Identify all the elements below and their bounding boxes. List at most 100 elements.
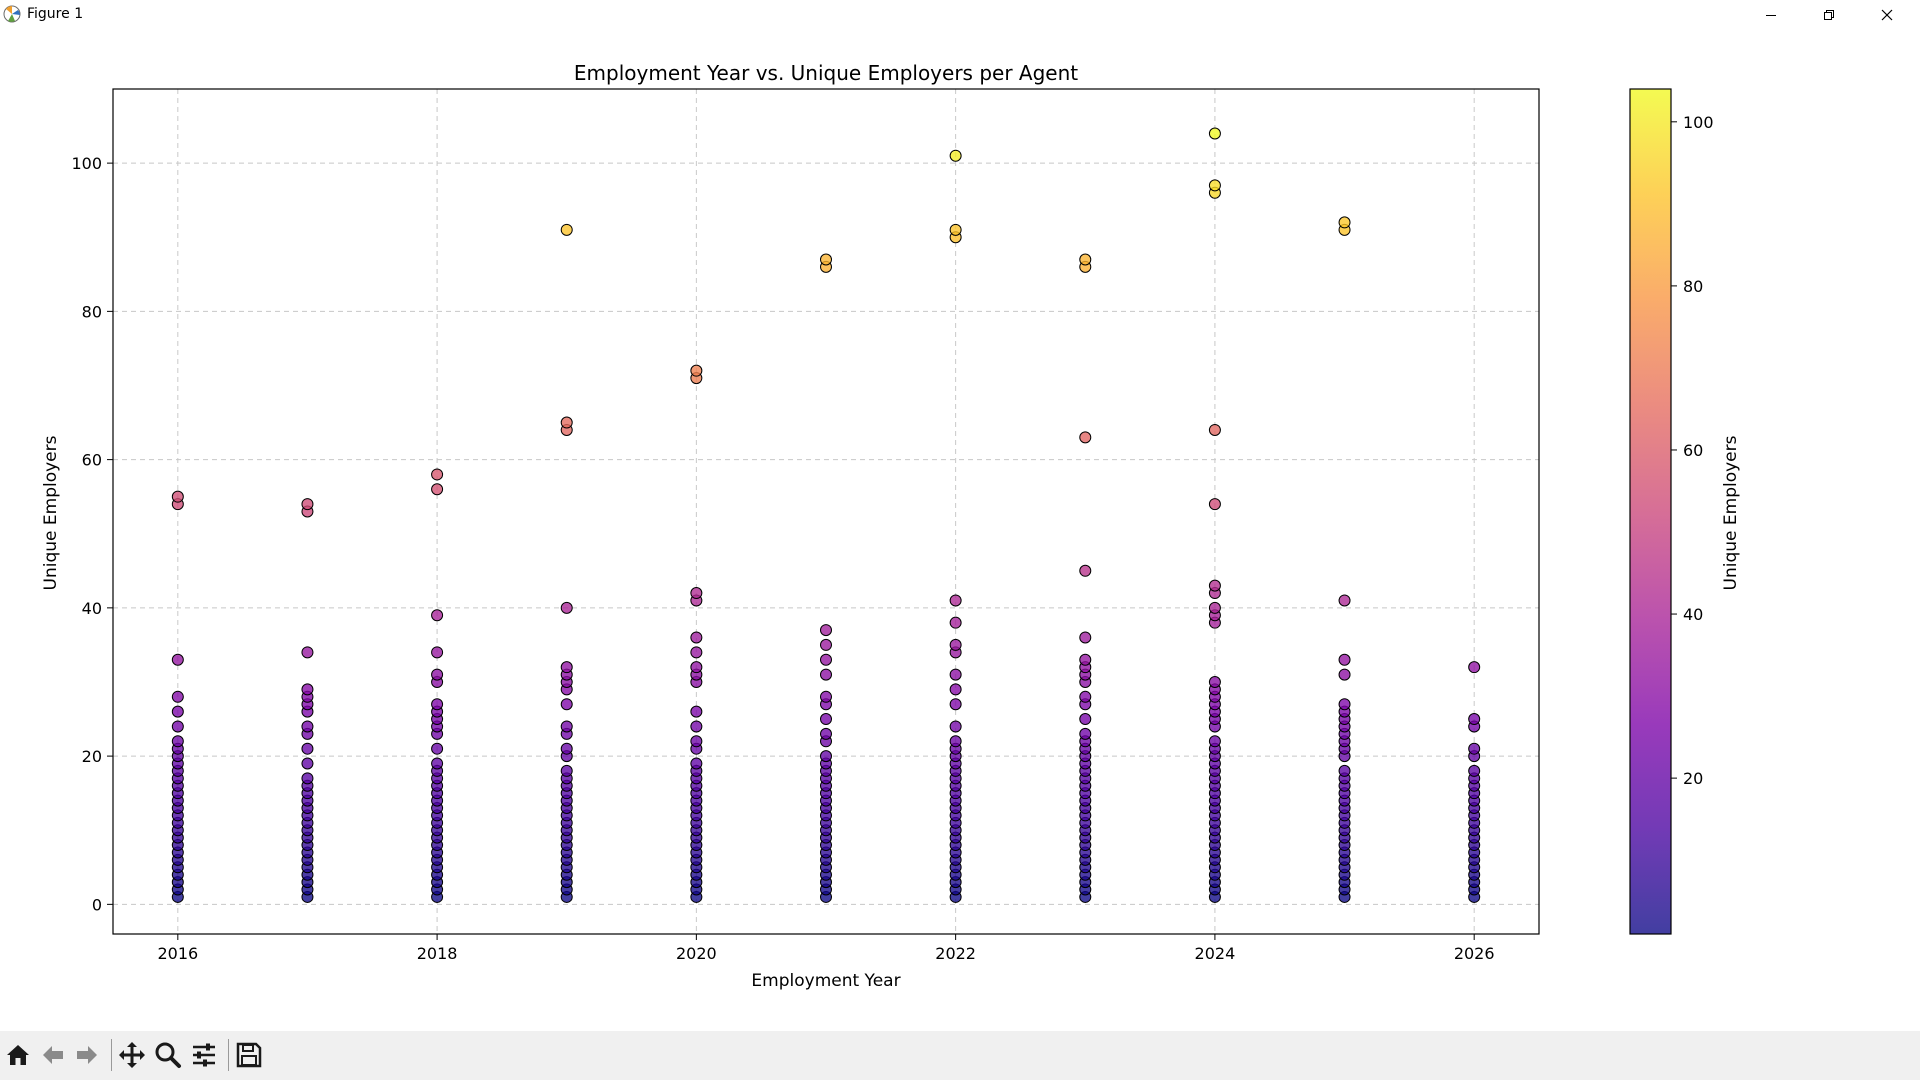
y-tick-label: 80 (82, 302, 102, 321)
scatter-point (1079, 690, 1092, 703)
scatter-point (690, 720, 703, 733)
toolbar-separator (111, 1039, 112, 1071)
scatter-point (949, 149, 962, 162)
back-icon (43, 1046, 63, 1064)
y-tick-label: 20 (82, 747, 102, 766)
scatter-point (1208, 498, 1221, 511)
navigation-toolbar (0, 1031, 1920, 1080)
scatter-point (820, 690, 832, 703)
configure-subplots-button[interactable] (188, 1039, 220, 1071)
scatter-point (560, 661, 573, 674)
x-tick-label: 2022 (935, 944, 976, 963)
y-tick-label: 0 (92, 895, 102, 914)
scatter-point (820, 624, 832, 637)
scatter-point (431, 668, 444, 681)
y-tick-label: 100 (71, 154, 102, 173)
scatter-point (431, 468, 444, 481)
scatter-point (1468, 764, 1481, 777)
scatter-point (820, 253, 832, 266)
scatter-point (1079, 431, 1092, 444)
scatter-point (690, 705, 703, 718)
pan-button[interactable] (116, 1039, 148, 1071)
x-tick-label: 2016 (157, 944, 198, 963)
x-tick-label: 2018 (417, 944, 458, 963)
scatter-point (171, 705, 184, 718)
scatter-point (1338, 594, 1351, 607)
scatter-point (301, 720, 314, 733)
x-axis-label: Employment Year (751, 971, 900, 991)
scatter-point (431, 757, 444, 770)
scatter-point (171, 735, 184, 748)
colorbar-tick-label: 100 (1683, 113, 1714, 132)
scatter-point (690, 757, 703, 770)
colorbar-tick-label: 20 (1683, 769, 1703, 788)
x-tick-label: 2024 (1195, 944, 1236, 963)
scatter-point (171, 720, 184, 733)
scatter-point (690, 364, 703, 377)
scatter-point (301, 742, 314, 755)
scatter-point (1208, 675, 1221, 688)
scatter-point (949, 223, 962, 236)
close-button[interactable] (1858, 0, 1916, 29)
scatter-point (949, 683, 962, 696)
scatter-point (1468, 713, 1481, 726)
scatter-point (431, 742, 444, 755)
scatter-point (1079, 727, 1092, 740)
scatter-point (949, 594, 962, 607)
scatter-point (171, 690, 184, 703)
scatter-point (1079, 653, 1092, 666)
scatter-point (949, 668, 962, 681)
x-tick-label: 2026 (1454, 944, 1495, 963)
plot-frame (112, 88, 1540, 935)
scatter-point (301, 646, 314, 659)
colorbar-tick-label: 40 (1683, 605, 1703, 624)
restore-icon (1824, 9, 1834, 20)
scatter-point (1208, 601, 1221, 614)
close-icon (1881, 9, 1893, 20)
scatter-point (949, 720, 962, 733)
pan-icon (119, 1042, 145, 1068)
zoom-button[interactable] (152, 1039, 184, 1071)
colorbar-label: Unique Employers (1721, 435, 1741, 590)
scatter-point (949, 698, 962, 711)
chart-title: Employment Year vs. Unique Employers per… (574, 61, 1078, 85)
scatter-point (431, 609, 444, 622)
scatter-point (690, 587, 703, 600)
forward-icon (77, 1046, 97, 1064)
home-icon (7, 1045, 29, 1065)
scatter-point (949, 616, 962, 629)
scatter-point (1079, 253, 1092, 266)
save-button[interactable] (233, 1039, 265, 1071)
scatter-point (1338, 668, 1351, 681)
scatter-point (431, 646, 444, 659)
minimize-button[interactable] (1742, 0, 1800, 29)
back-button[interactable] (37, 1039, 69, 1071)
scatter-point (1338, 764, 1351, 777)
scatter-point (1338, 216, 1351, 229)
scatter-point (1079, 631, 1092, 644)
minimize-icon (1766, 14, 1776, 16)
colorbar-ticks: 20 40 60 80 100 (1671, 113, 1714, 788)
configure-subplots-icon (193, 1043, 215, 1067)
x-axis-ticks: 2016 2018 2020 2022 2024 2026 (157, 934, 1495, 963)
scatter-point (560, 720, 573, 733)
scatter-point (690, 735, 703, 748)
scatter-point (301, 757, 314, 770)
scatter-point (949, 735, 962, 748)
scatter-point (949, 638, 962, 651)
scatter-point (690, 661, 703, 674)
colorbar (1629, 88, 1672, 935)
toolbar-separator (228, 1039, 229, 1071)
scatter-point (1208, 579, 1221, 592)
y-tick-label: 60 (82, 451, 102, 470)
scatter-point (1468, 661, 1481, 674)
y-axis-label: Unique Employers (41, 435, 61, 590)
forward-button[interactable] (71, 1039, 103, 1071)
colorbar-tick-label: 80 (1683, 277, 1703, 296)
home-button[interactable] (2, 1039, 34, 1071)
scatter-point (431, 698, 444, 711)
restore-button[interactable] (1800, 0, 1858, 29)
scatter-chart: 2016 2018 2020 2022 2024 2026 0 20 40 60 80 100 Em… (41, 61, 1741, 991)
figure-canvas[interactable]: 2016 2018 2020 2022 2024 2026 0 20 40 60 80 100 Em… (0, 29, 1920, 1031)
scatter-point (820, 668, 832, 681)
